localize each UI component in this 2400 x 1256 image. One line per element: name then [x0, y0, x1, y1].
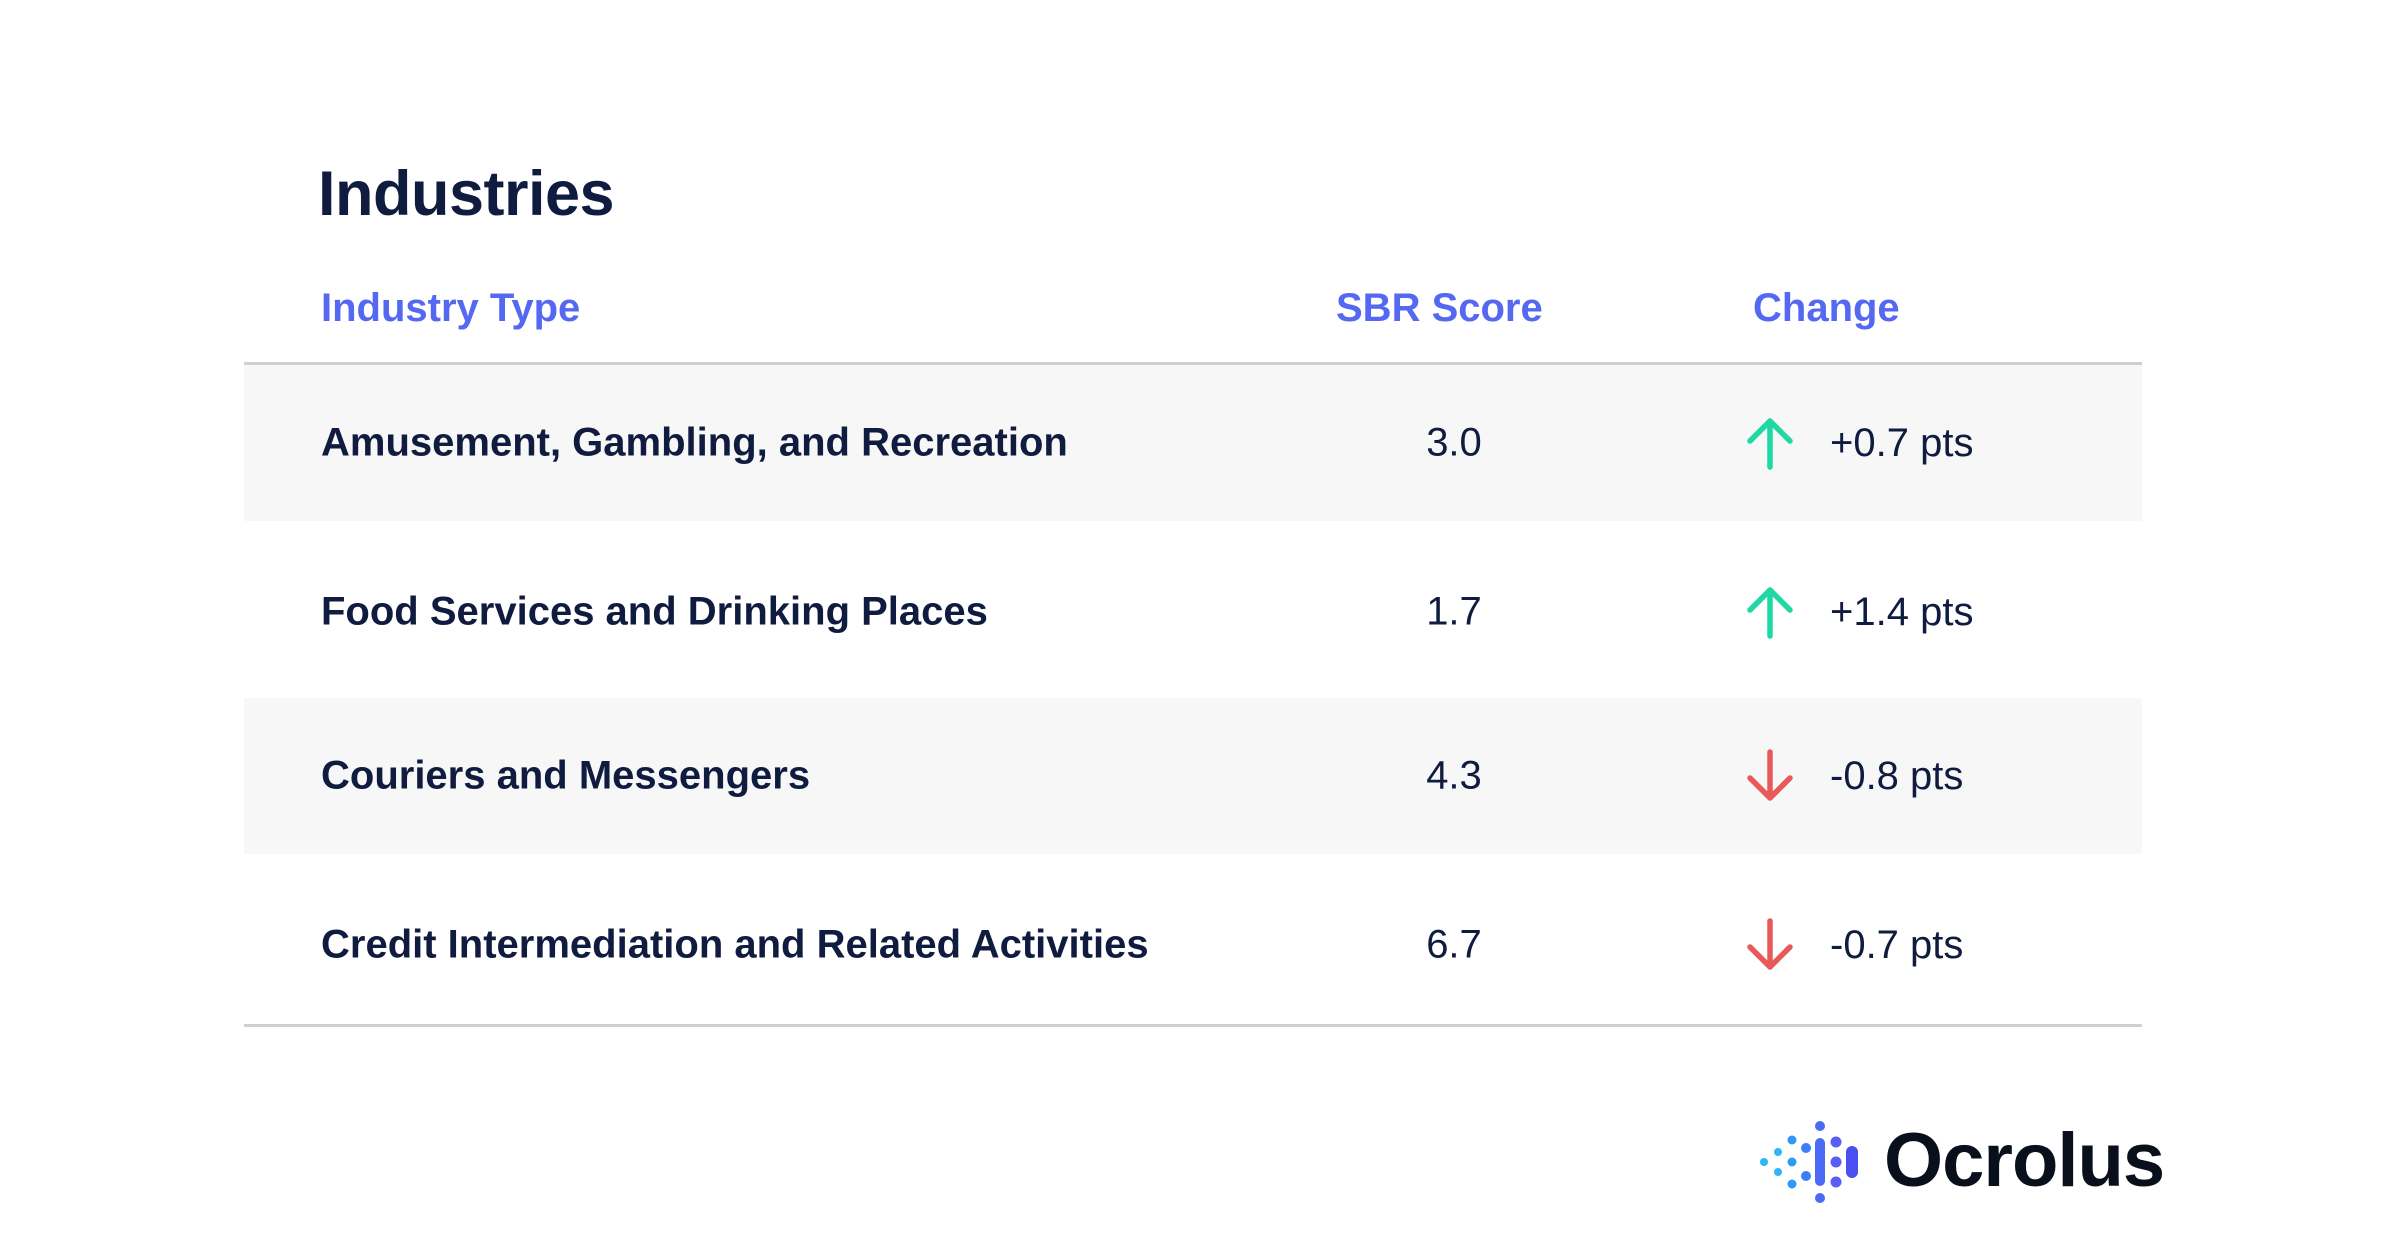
arrow-down-icon [1747, 749, 1793, 801]
table-row: Credit Intermediation and Related Activi… [244, 867, 2142, 1023]
change-cell: +0.7 pts [1744, 415, 1973, 471]
table-bottom-divider [244, 1024, 2142, 1027]
sbr-score: 1.7 [1426, 589, 1482, 634]
change-value: +1.4 pts [1830, 589, 1974, 634]
arrow-up-icon [1747, 418, 1793, 470]
ocrolus-logo-mark-icon [1760, 1121, 1858, 1203]
change-value: +0.7 pts [1830, 420, 1974, 465]
column-header-change: Change [1753, 286, 1900, 330]
arrow-down-icon [1747, 918, 1793, 970]
table-row: Food Services and Drinking Places 1.7 +1… [244, 534, 2142, 690]
change-value: -0.7 pts [1830, 922, 1964, 967]
table-top-divider [244, 362, 2142, 365]
sbr-score: 6.7 [1426, 922, 1482, 967]
table-row: Couriers and Messengers 4.3 -0.8 pts [244, 698, 2142, 854]
ocrolus-logo: Ocrolus [1758, 1118, 2165, 1204]
column-header-industry-type: Industry Type [321, 286, 581, 330]
industry-name: Amusement, Gambling, and Recreation [321, 420, 1068, 465]
change-cell: -0.8 pts [1744, 748, 1963, 804]
change-cell: +1.4 pts [1744, 584, 1973, 640]
sbr-score: 4.3 [1426, 753, 1482, 798]
arrow-up-icon [1747, 587, 1793, 639]
industry-name: Credit Intermediation and Related Activi… [321, 922, 1149, 967]
column-header-sbr-score: SBR Score [1336, 286, 1543, 330]
change-value: -0.8 pts [1830, 753, 1964, 798]
sbr-score: 3.0 [1426, 420, 1482, 465]
change-cell: -0.7 pts [1744, 917, 1963, 973]
industry-name: Food Services and Drinking Places [321, 589, 988, 634]
industry-name: Couriers and Messengers [321, 753, 811, 798]
table-row: Amusement, Gambling, and Recreation 3.0 … [244, 365, 2142, 521]
page-title: Industries [318, 159, 615, 229]
ocrolus-logo-text: Ocrolus [1884, 1118, 2165, 1203]
